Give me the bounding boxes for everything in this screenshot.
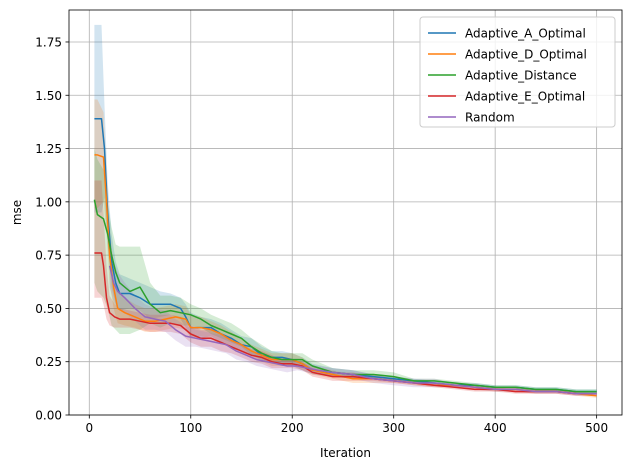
legend: Adaptive_A_Optimal Adaptive_D_Optimal Adap… [419,16,616,128]
adaptive-distance-legend-label: Adaptive_Distance [465,69,577,83]
y-tick-label: 1.50 [35,89,62,103]
y-tick-label: 1.75 [35,35,62,49]
adaptive-e-optimal-line [94,252,597,395]
y-tick-label: 0.50 [35,302,62,316]
adaptive-a-optimal-legend-label: Adaptive_A_Optimal [465,27,586,41]
x-tick-label: 500 [585,421,608,435]
x-tick-label: 300 [382,421,405,435]
y-tick-label: 0.75 [35,249,62,263]
random-legend-label: Random [465,111,515,125]
x-tick-label: 100 [179,421,202,435]
random-line [108,265,597,395]
axis-ticks: 0 100 200 300 400 500 0.00 0.25 0.50 0.75 1.00 1.25… [35,35,608,435]
series-lines [93,117,597,397]
adaptive-d-optimal-legend-label: Adaptive_D_Optimal [465,48,587,62]
x-tick-label: 0 [85,421,93,435]
y-axis-label: mse [10,200,24,225]
adaptive-distance-line [93,199,597,393]
plot-frame [68,9,623,416]
legend-box [419,16,616,128]
x-tick-label: 200 [281,421,304,435]
x-tick-label: 400 [484,421,507,435]
y-tick-label: 1.25 [35,142,62,156]
y-tick-label: 0.00 [35,409,62,423]
x-axis-label: Iteration [320,446,371,460]
adaptive-e-optimal-legend-label: Adaptive_E_Optimal [465,90,585,104]
y-tick-label: 0.25 [35,355,62,369]
y-tick-label: 1.00 [35,195,62,209]
